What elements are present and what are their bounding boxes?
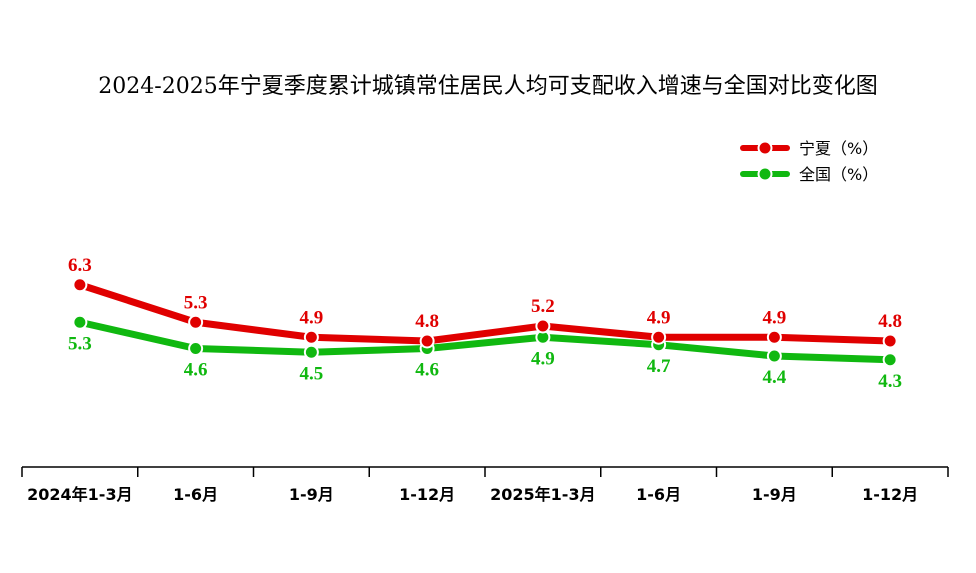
- x-tick-label: 1-9月: [752, 485, 797, 504]
- x-tick-label: 1-6月: [636, 485, 681, 504]
- data-point: [882, 352, 898, 368]
- series-line-1: [76, 318, 894, 364]
- data-point: [188, 314, 204, 330]
- x-axis-labels: 2024年1-3月 1-6月 1-9月 1-12月 2025年1-3月 1-6月 1-9月 1…: [27, 485, 918, 504]
- x-tick-label: 2024年1-3月: [27, 485, 132, 504]
- legend-swatch-marker: [757, 140, 773, 156]
- data-label: 5.3: [184, 292, 208, 313]
- legend-swatch-marker: [757, 166, 773, 182]
- data-point: [766, 348, 782, 364]
- legend: 宁夏（%） 全国（%）: [740, 139, 878, 184]
- data-point: [188, 341, 204, 356]
- data-label: 5.3: [68, 333, 92, 354]
- legend-label: 宁夏（%）: [799, 139, 878, 158]
- data-label: 4.3: [878, 371, 902, 392]
- x-axis: [21, 466, 949, 477]
- data-label: 5.2: [531, 296, 555, 317]
- chart-title: 2024-2025年宁夏季度累计城镇常住居民人均可支配收入增速与全国对比变化图: [98, 74, 877, 99]
- x-tick-label: 2025年1-3月: [490, 485, 595, 504]
- data-point: [651, 329, 667, 345]
- data-label: 4.9: [531, 348, 555, 369]
- data-label: 4.4: [763, 367, 787, 388]
- x-tick-label: 1-6月: [173, 485, 218, 504]
- data-point: [766, 329, 782, 345]
- data-label: 4.5: [300, 363, 324, 384]
- data-point: [303, 344, 319, 360]
- data-label: 4.8: [878, 311, 902, 332]
- data-point: [303, 329, 319, 345]
- data-point: [535, 318, 551, 334]
- data-label: 4.8: [415, 311, 439, 332]
- data-labels: 6.3 5.3 4.9 4.8 5.2 4.9 4.9 4.8 5.3 4.6 4.5 4.6 4.9 4…: [68, 255, 902, 392]
- data-label: 4.9: [300, 307, 324, 328]
- data-point: [72, 277, 88, 293]
- series-line-0: [76, 281, 894, 345]
- x-tick-label: 1-12月: [862, 485, 918, 504]
- x-tick-label: 1-12月: [399, 485, 455, 504]
- data-label: 4.6: [184, 360, 208, 381]
- series-layer: [72, 277, 898, 368]
- data-label: 6.3: [68, 255, 92, 276]
- data-label: 4.9: [647, 307, 671, 328]
- data-point: [72, 314, 88, 330]
- data-label: 4.9: [763, 307, 787, 328]
- data-label: 4.7: [647, 356, 671, 377]
- data-point: [419, 333, 435, 349]
- data-point: [882, 333, 898, 349]
- data-label: 4.6: [415, 360, 439, 381]
- legend-label: 全国（%）: [799, 165, 878, 184]
- x-tick-label: 1-9月: [289, 485, 334, 504]
